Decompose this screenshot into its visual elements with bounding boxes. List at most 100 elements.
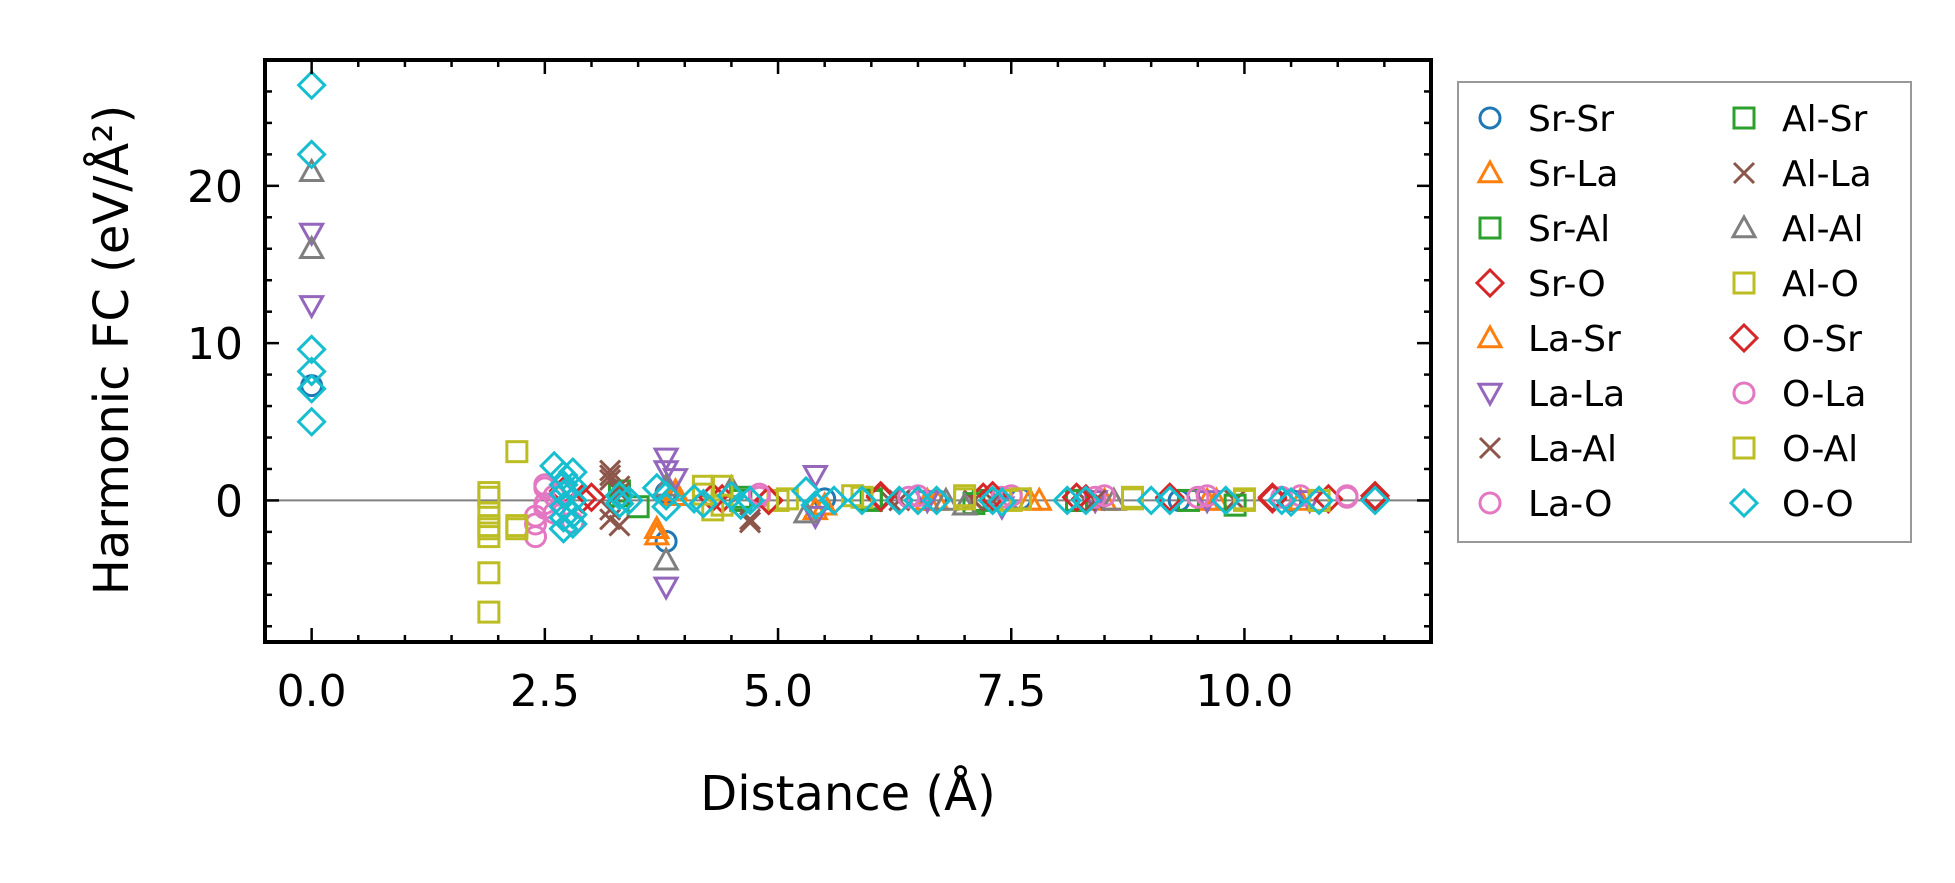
point-al-al xyxy=(932,486,960,511)
x-tick-label: 10.0 xyxy=(1195,666,1293,717)
point-o-al xyxy=(710,493,734,517)
point-o-o xyxy=(1266,485,1297,516)
point-o-sr xyxy=(1257,482,1288,513)
point-o-o xyxy=(1303,485,1335,516)
legend-label: La-O xyxy=(1528,484,1612,525)
legend-label: La-Al xyxy=(1528,429,1617,470)
x-tick-label: 2.5 xyxy=(510,666,580,717)
point-o-o xyxy=(688,488,719,519)
legend-marker xyxy=(1476,158,1504,184)
point-la-o xyxy=(1186,485,1210,509)
legend-label: Sr-Sr xyxy=(1528,99,1614,140)
point-o-o xyxy=(604,480,635,511)
point-o-o xyxy=(296,139,327,170)
legend-marker xyxy=(1478,436,1502,460)
x-tick-label: 0.0 xyxy=(277,666,347,717)
legend-marker xyxy=(1474,267,1506,299)
point-la-al xyxy=(608,514,631,537)
point-la-sr xyxy=(643,520,671,546)
point-o-o xyxy=(1359,485,1391,516)
point-la-la xyxy=(652,447,680,473)
point-o-o xyxy=(846,485,878,516)
legend: Sr-Sr Sr-La Sr-Al Sr-O La-Sr La-La La-Al La-O Al… xyxy=(1457,81,1912,543)
legend-marker xyxy=(1730,213,1758,239)
point-o-o xyxy=(818,485,850,516)
point-la-al xyxy=(599,459,622,482)
point-o-al xyxy=(477,485,501,509)
point-o-al xyxy=(953,487,977,511)
point-la-la xyxy=(801,505,829,531)
y-tick-label: 20 xyxy=(187,162,243,213)
legend-marker xyxy=(1476,382,1504,408)
point-o-al xyxy=(1307,488,1331,512)
point-o-o xyxy=(1154,485,1185,516)
y-tick-label: 10 xyxy=(187,319,243,370)
legend-marker xyxy=(1732,161,1756,185)
legend-label: Sr-La xyxy=(1528,154,1618,195)
point-o-o xyxy=(650,491,682,522)
point-al-o xyxy=(477,561,501,585)
point-o-sr xyxy=(1154,482,1185,513)
point-o-o xyxy=(613,485,644,516)
ticks-layer xyxy=(263,60,1433,642)
point-o-o xyxy=(557,456,588,488)
legend-marker xyxy=(1478,491,1502,515)
legend-label: Al-Sr xyxy=(1782,99,1867,140)
point-o-o xyxy=(296,334,327,365)
legend-label: La-La xyxy=(1528,374,1625,415)
point-la-la xyxy=(298,222,326,248)
point-o-o xyxy=(1070,485,1101,516)
point-al-o xyxy=(477,600,501,624)
legend-label: Sr-O xyxy=(1528,264,1606,305)
point-o-o xyxy=(986,486,1018,518)
point-o-o xyxy=(1275,486,1307,518)
point-la-la xyxy=(801,464,829,490)
legend-label: Al-La xyxy=(1782,154,1872,195)
point-al-la xyxy=(599,464,622,487)
legend-marker xyxy=(1728,487,1760,519)
point-o-o xyxy=(604,488,635,519)
point-o-o xyxy=(678,483,710,514)
x-tick-label: 7.5 xyxy=(976,666,1046,717)
legend-marker xyxy=(1476,323,1504,349)
point-o-o xyxy=(725,490,756,521)
point-o-o xyxy=(557,508,588,540)
point-o-o xyxy=(734,485,766,516)
point-al-al xyxy=(1100,486,1128,511)
legend-label: O-Al xyxy=(1782,429,1858,470)
point-o-al xyxy=(477,514,501,538)
legend-marker xyxy=(1728,322,1760,354)
point-o-o xyxy=(548,513,579,544)
legend-label: O-Sr xyxy=(1782,319,1862,360)
point-o-sr xyxy=(1061,482,1092,513)
y-axis-label: Harmonic FC (eV/Å²) xyxy=(83,105,140,595)
legend-label: Al-Al xyxy=(1782,209,1863,250)
point-o-la xyxy=(897,485,921,509)
point-o-o xyxy=(296,70,327,101)
point-al-o xyxy=(505,440,529,464)
point-o-o xyxy=(921,485,952,516)
legend-label: O-La xyxy=(1782,374,1866,415)
point-o-al xyxy=(505,514,529,538)
point-o-la xyxy=(1335,484,1359,508)
point-la-sr xyxy=(1025,486,1053,511)
point-al-la xyxy=(738,508,762,531)
point-sr-la xyxy=(643,514,671,540)
legend-label: La-Sr xyxy=(1528,319,1621,360)
point-al-o xyxy=(477,501,501,525)
point-al-al xyxy=(298,234,326,260)
point-al-al xyxy=(792,498,820,524)
legend-marker xyxy=(1478,216,1502,240)
legend-frame xyxy=(1457,81,1912,543)
point-la-sr xyxy=(811,491,839,516)
legend-label: O-O xyxy=(1782,484,1854,525)
point-o-la xyxy=(533,473,557,497)
legend-marker xyxy=(1732,436,1756,460)
point-o-o xyxy=(296,406,327,437)
point-o-sr xyxy=(1359,480,1391,511)
point-al-al xyxy=(298,157,326,182)
x-axis-label: Distance (Å) xyxy=(700,765,995,822)
point-la-la xyxy=(298,295,326,320)
legend-marker xyxy=(1732,106,1756,130)
